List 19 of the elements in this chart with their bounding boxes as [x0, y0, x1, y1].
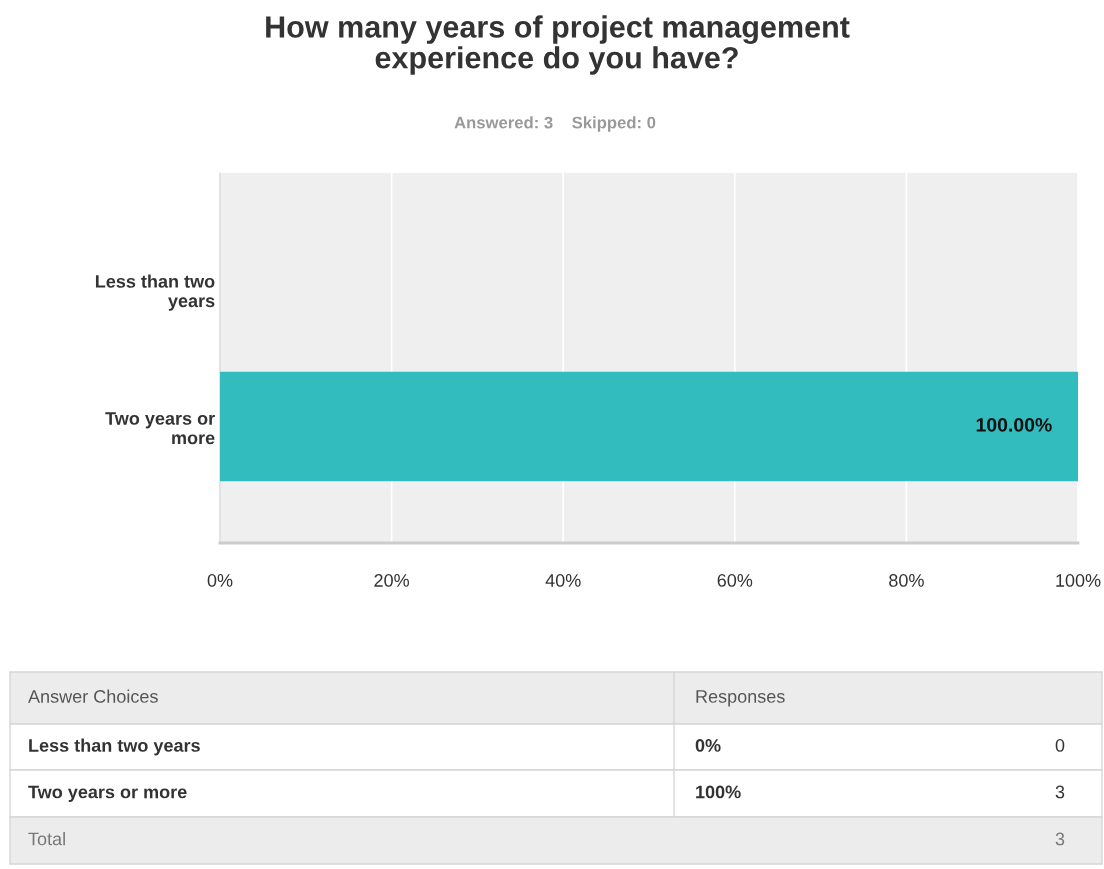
- text: Less than two years: [29, 738, 200, 756]
- chart-subtitle: Answered: 3 Skipped: 0: [454, 116, 656, 132]
- text: 3: [1055, 785, 1065, 799]
- text: 0%: [695, 739, 721, 752]
- x-tick-label: 80%: [889, 574, 924, 587]
- x-tick-label: 40%: [545, 574, 581, 587]
- x-tick-label: 0%: [207, 574, 233, 587]
- text: 0: [1055, 739, 1065, 752]
- x-tick-label: 60%: [717, 574, 753, 587]
- text: Answer Choices: [28, 689, 158, 703]
- chart-title: How many years of project management experience do you have?: [266, 15, 850, 75]
- x-tick-label: 100%: [1056, 574, 1101, 587]
- text: 100%: [696, 785, 741, 799]
- text: Two years or more: [28, 785, 187, 802]
- data-label: 100.00%: [976, 417, 1052, 432]
- text: 3: [1055, 832, 1065, 846]
- text: Total: [28, 832, 65, 846]
- x-tick-label: 20%: [374, 574, 410, 587]
- text: Responses: [696, 690, 785, 707]
